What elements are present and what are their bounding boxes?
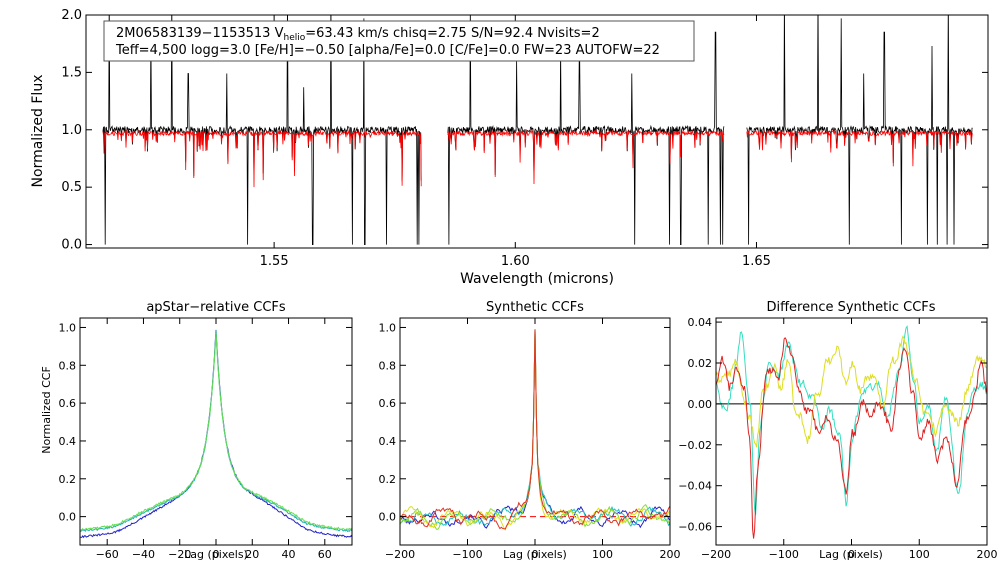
apstar-ccf-xtick-label: 20	[245, 548, 259, 561]
info-box: 2M06583139−1153513 Vhelio=63.43 km/s chi…	[103, 20, 695, 62]
spectrum-xtick-label: 1.65	[742, 254, 771, 269]
apstar-ccf-ytick-label: 0.2	[59, 473, 77, 486]
synthetic-ccf-x-label: Lag (pixels)	[503, 548, 567, 561]
difference-ccf-ytick-label: 0.00	[688, 398, 713, 411]
apstar-ccf-ytick-label: 1.0	[59, 321, 77, 334]
apstar-ccf-xtick-label: 40	[282, 548, 296, 561]
apstar-ccf-ytick-label: 0.4	[59, 435, 77, 448]
synthetic-ccf-xtick-label: 100	[592, 548, 613, 561]
spectrum-x-label: Wavelength (microns)	[460, 271, 614, 287]
apstar-ccf-title: apStar−relative CCFs	[146, 300, 286, 315]
apstar-ccf-xtick-label: 60	[318, 548, 332, 561]
info-line-1: 2M06583139−1153513 Vhelio=63.43 km/s chi…	[116, 26, 600, 43]
difference-ccf-ytick-label: 0.04	[688, 316, 713, 329]
difference-ccf-ytick-label: −0.04	[678, 480, 712, 493]
synthetic-ccf-ytick-label: 1.0	[379, 321, 397, 334]
spectrum-ytick-label: 2.0	[61, 8, 82, 23]
spectrum-ytick-label: 1.5	[61, 65, 82, 80]
difference-ccf-ytick-label: −0.02	[678, 439, 712, 452]
synthetic-ccf-ytick-label: 0.4	[379, 435, 397, 448]
spectrum-ytick-label: 1.0	[61, 123, 82, 138]
apstar-ccf-line	[80, 332, 352, 531]
spectrum-plot-frame	[85, 14, 989, 249]
spectrum-axes: 1.55 1.60 1.65 0.0 0.5 1.0 1.5 2.0	[61, 8, 988, 269]
apstar-ccf-xtick-label: 0	[213, 548, 220, 561]
difference-ccf-line	[716, 337, 987, 539]
apstar-ccf-y-label: Normalized CCF	[40, 366, 53, 454]
spectrum-data	[102, 15, 973, 245]
spectrum-panel: 1.55 1.60 1.65 0.0 0.5 1.0 1.5 2.0 2M06583139−1…	[30, 8, 989, 287]
apstar-ccf-line	[80, 330, 352, 533]
difference-ccf-line	[716, 324, 987, 516]
difference-ccf-ytick-label: −0.06	[678, 521, 712, 534]
apstar-ccf-ytick-label: 0.6	[59, 397, 77, 410]
difference-ccf-xtick-label: −100	[769, 548, 799, 561]
difference-ccf-xtick-label: 0	[848, 548, 855, 561]
difference-ccf-title: Difference Synthetic CCFs	[766, 300, 935, 315]
spectrum-model-line	[447, 129, 725, 185]
apstar-ccf-ytick-label: 0.8	[59, 359, 77, 372]
difference-ccf-x-label: Lag (pixels)	[819, 548, 883, 561]
difference-ccf-xtick-label: −200	[701, 548, 731, 561]
difference-ccf-ytick-label: 0.02	[688, 357, 713, 370]
synthetic-ccf-ytick-label: 0.2	[379, 473, 397, 486]
synthetic-ccf-axes: −200 −100 0 100 200 0.0 0.2 0.4 0.6 0.8 1.0	[379, 318, 681, 561]
info-line-2: Teff=4,500 logg=3.0 [Fe/H]=−0.50 [alpha/…	[115, 43, 660, 58]
spectrum-xtick-label: 1.55	[260, 254, 289, 269]
apstar-ccf-panel: −60 −40 −20 0 20 40 60 0.0 0.2 0.4 0.6 0.8 1.0 apSta…	[40, 300, 353, 561]
synthetic-ccf-xtick-label: 0	[532, 548, 539, 561]
info-box-frame	[103, 20, 695, 62]
apstar-ccf-axes: −60 −40 −20 0 20 40 60 0.0 0.2 0.4 0.6 0.8 1.0	[59, 318, 352, 561]
apstar-ccf-data	[80, 329, 352, 539]
spectrum-xtick-label: 1.60	[501, 254, 530, 269]
spectrum-model-line	[102, 129, 422, 188]
spectrum-y-label: Normalized Flux	[30, 75, 46, 188]
synthetic-ccf-xtick-label: 200	[660, 548, 681, 561]
synthetic-ccf-ytick-label: 0.8	[379, 359, 397, 372]
apstar-ccf-xtick-label: −60	[96, 548, 119, 561]
synthetic-ccf-ytick-label: 0.6	[379, 397, 397, 410]
apstar-ccf-xtick-label: −40	[132, 548, 155, 561]
synthetic-ccf-xtick-label: −200	[385, 548, 415, 561]
apstar-ccf-line	[80, 329, 352, 539]
difference-ccf-axes: −200 −100 0 100 200 −0.06 −0.04 −0.02 0.00 0.02 0.…	[678, 316, 997, 561]
synthetic-ccf-ytick-label: 0.0	[379, 511, 397, 524]
synthetic-ccf-title: Synthetic CCFs	[486, 300, 584, 315]
synthetic-ccf-xtick-label: −100	[452, 548, 482, 561]
spectrum-ytick-label: 0.0	[61, 238, 82, 253]
apstar-ccf-ytick-label: 0.0	[59, 511, 77, 524]
synthetic-ccf-data	[400, 329, 670, 531]
difference-ccf-line	[716, 334, 987, 448]
difference-ccf-panel: −200 −100 0 100 200 −0.06 −0.04 −0.02 0.00 0.02 0.…	[678, 300, 997, 561]
apstar-ccf-xtick-label: −20	[168, 548, 191, 561]
synthetic-ccf-panel: −200 −100 0 100 200 0.0 0.2 0.4 0.6 0.8 1.0 Synthe…	[379, 300, 681, 561]
spectrum-model-line	[746, 129, 973, 167]
spectrum-ytick-label: 0.5	[61, 180, 82, 195]
synthetic-ccf-line	[400, 329, 670, 530]
difference-ccf-xtick-label: 100	[909, 548, 930, 561]
apstar-ccf-x-label: Lag (pixels)	[184, 548, 248, 561]
difference-ccf-data	[716, 324, 987, 539]
difference-ccf-xtick-label: 200	[977, 548, 998, 561]
